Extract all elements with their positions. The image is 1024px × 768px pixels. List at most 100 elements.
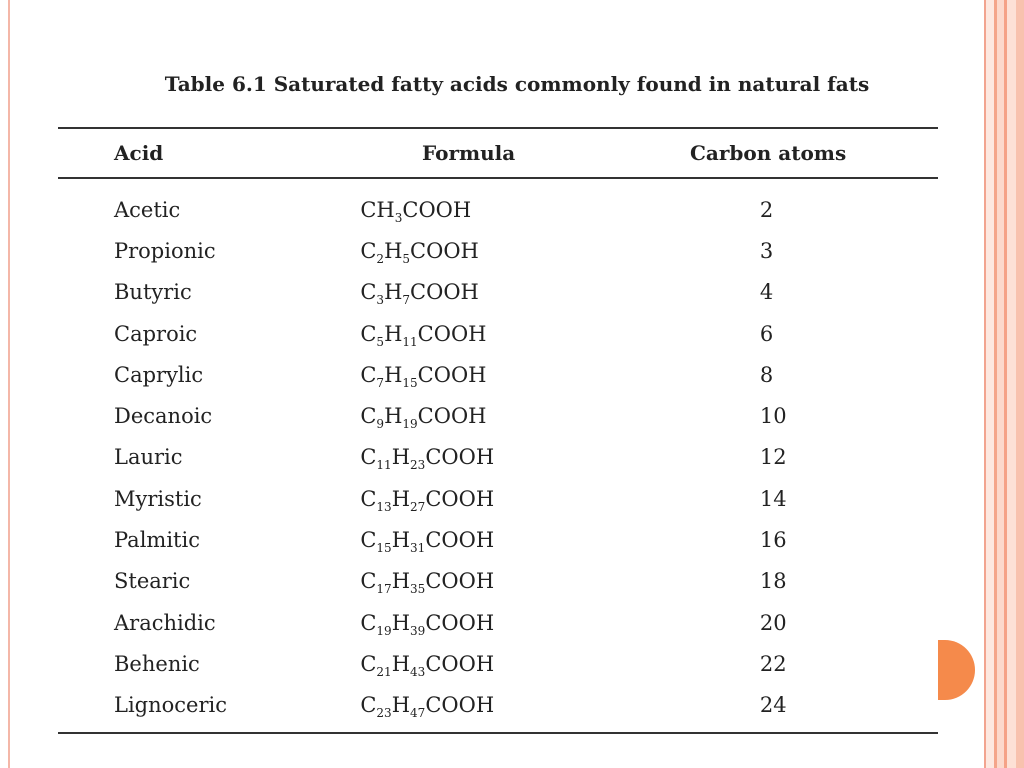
table-header-row: Acid Formula Carbon atoms bbox=[58, 129, 938, 177]
carbon-atoms: 3 bbox=[759, 238, 774, 263]
table-row: Propionic C2H5COOH 3 bbox=[58, 230, 938, 271]
acid-formula: C23H47COOH bbox=[360, 693, 495, 721]
formula-subscript: 35 bbox=[410, 582, 426, 597]
acid-name: Lauric bbox=[114, 445, 183, 470]
table-caption: Table 6.1 Saturated fatty acids commonly… bbox=[164, 72, 870, 96]
acid-formula: C13H27COOH bbox=[360, 486, 495, 514]
acid-name: Caproic bbox=[114, 321, 198, 346]
table-row: Caproic C5H11COOH 6 bbox=[58, 313, 938, 354]
formula-suffix: COOH bbox=[425, 569, 495, 594]
left-border-stripe bbox=[8, 0, 10, 768]
carbon-atoms: 16 bbox=[759, 528, 787, 553]
formula-suffix: COOH bbox=[425, 528, 495, 553]
formula-subscript: 17 bbox=[376, 582, 392, 597]
formula-subscript: 5 bbox=[376, 334, 385, 349]
formula-suffix: COOH bbox=[417, 321, 487, 346]
carbon-atoms: 20 bbox=[759, 610, 787, 635]
formula-suffix: COOH bbox=[410, 280, 479, 305]
formula-subscript: 15 bbox=[402, 375, 418, 390]
acid-formula: C9H19COOH bbox=[360, 404, 487, 432]
formula-suffix: COOH bbox=[425, 610, 495, 635]
acid-name: Palmitic bbox=[114, 528, 200, 553]
formula-subscript: 19 bbox=[376, 623, 392, 638]
right-border-stripes bbox=[984, 0, 1024, 768]
formula-subscript: 21 bbox=[376, 664, 392, 679]
carbon-atoms: 6 bbox=[759, 321, 774, 346]
acid-formula: C19H39COOH bbox=[360, 610, 495, 638]
carbon-atoms: 8 bbox=[759, 362, 774, 387]
table-row: Arachidic C19H39COOH 20 bbox=[58, 602, 938, 643]
acid-formula: C2H5COOH bbox=[360, 238, 479, 266]
carbon-atoms: 4 bbox=[759, 280, 774, 305]
formula-subscript: 27 bbox=[410, 499, 426, 514]
table-row: Decanoic C9H19COOH 10 bbox=[58, 395, 938, 436]
acid-formula: C11H23COOH bbox=[360, 445, 495, 473]
acid-name: Caprylic bbox=[114, 362, 204, 387]
formula-subscript: 2 bbox=[376, 251, 385, 266]
acid-name: Behenic bbox=[114, 651, 200, 676]
table-row: Stearic C17H35COOH 18 bbox=[58, 561, 938, 602]
acid-formula: C5H11COOH bbox=[360, 321, 487, 349]
carbon-atoms: 22 bbox=[759, 651, 787, 676]
formula-subscript: 9 bbox=[376, 417, 385, 432]
formula-subscript: 47 bbox=[410, 706, 426, 721]
header-acid: Acid bbox=[114, 141, 164, 165]
carbon-atoms: 14 bbox=[759, 486, 787, 511]
formula-subscript: 39 bbox=[410, 623, 426, 638]
formula-suffix: COOH bbox=[417, 362, 487, 387]
formula-suffix: COOH bbox=[402, 197, 472, 222]
formula-suffix: COOH bbox=[417, 404, 487, 429]
acid-name: Arachidic bbox=[114, 610, 216, 635]
acid-name: Myristic bbox=[114, 486, 202, 511]
table-row: Lauric C11H23COOH 12 bbox=[58, 437, 938, 478]
table-row: Butyric C3H7COOH 4 bbox=[58, 272, 938, 313]
formula-subscript: 3 bbox=[376, 293, 385, 308]
acid-formula: C7H15COOH bbox=[360, 362, 487, 390]
acid-name: Stearic bbox=[114, 569, 191, 594]
acid-name: Decanoic bbox=[114, 404, 213, 429]
formula-suffix: COOH bbox=[425, 693, 495, 718]
acid-formula: C17H35COOH bbox=[360, 569, 495, 597]
table-row: Acetic CH3COOH 2 bbox=[58, 179, 938, 230]
carbon-atoms: 12 bbox=[759, 445, 787, 470]
carbon-atoms: 2 bbox=[759, 197, 774, 222]
acid-formula: C15H31COOH bbox=[360, 528, 495, 556]
formula-subscript: 15 bbox=[376, 541, 392, 556]
formula-subscript: 5 bbox=[402, 251, 411, 266]
carbon-atoms: 24 bbox=[759, 693, 787, 718]
formula-subscript: 11 bbox=[376, 458, 392, 473]
table-body: Acetic CH3COOH 2 Propionic C2H5COOH 3 Butyric C… bbox=[58, 179, 938, 726]
acid-name: Acetic bbox=[114, 197, 181, 222]
orange-tab-decoration bbox=[938, 640, 975, 700]
header-carbon-atoms: Carbon atoms bbox=[690, 141, 847, 165]
acid-formula: C3H7COOH bbox=[360, 280, 479, 308]
formula-subscript: 23 bbox=[376, 706, 392, 721]
acid-formula: CH3COOH bbox=[360, 197, 472, 225]
table-row: Caprylic C7H15COOH 8 bbox=[58, 354, 938, 395]
table-row: Palmitic C15H31COOH 16 bbox=[58, 519, 938, 560]
formula-suffix: COOH bbox=[425, 651, 495, 676]
formula-subscript: 23 bbox=[410, 458, 426, 473]
header-formula: Formula bbox=[422, 141, 516, 165]
acid-name: Propionic bbox=[114, 238, 216, 263]
formula-subscript: 19 bbox=[402, 417, 418, 432]
header-rule bbox=[58, 177, 938, 179]
carbon-atoms: 10 bbox=[759, 404, 787, 429]
formula-suffix: COOH bbox=[425, 445, 495, 470]
formula-subscript: 7 bbox=[376, 375, 385, 390]
table-row: Lignoceric C23H47COOH 24 bbox=[58, 685, 938, 726]
carbon-atoms: 18 bbox=[759, 569, 787, 594]
fatty-acids-table: Acid Formula Carbon atoms Acetic CH3COOH 2… bbox=[58, 127, 938, 734]
formula-subscript: 31 bbox=[410, 541, 426, 556]
formula-subscript: 11 bbox=[402, 334, 418, 349]
formula-subscript: 13 bbox=[376, 499, 392, 514]
formula-subscript: 3 bbox=[394, 210, 403, 225]
formula-subscript: 7 bbox=[402, 293, 411, 308]
acid-name: Butyric bbox=[114, 280, 192, 305]
table-row: Behenic C21H43COOH 22 bbox=[58, 643, 938, 684]
formula-subscript: 43 bbox=[410, 664, 426, 679]
table-top-rule bbox=[58, 127, 938, 129]
acid-name: Lignoceric bbox=[114, 693, 227, 718]
table-row: Myristic C13H27COOH 14 bbox=[58, 478, 938, 519]
